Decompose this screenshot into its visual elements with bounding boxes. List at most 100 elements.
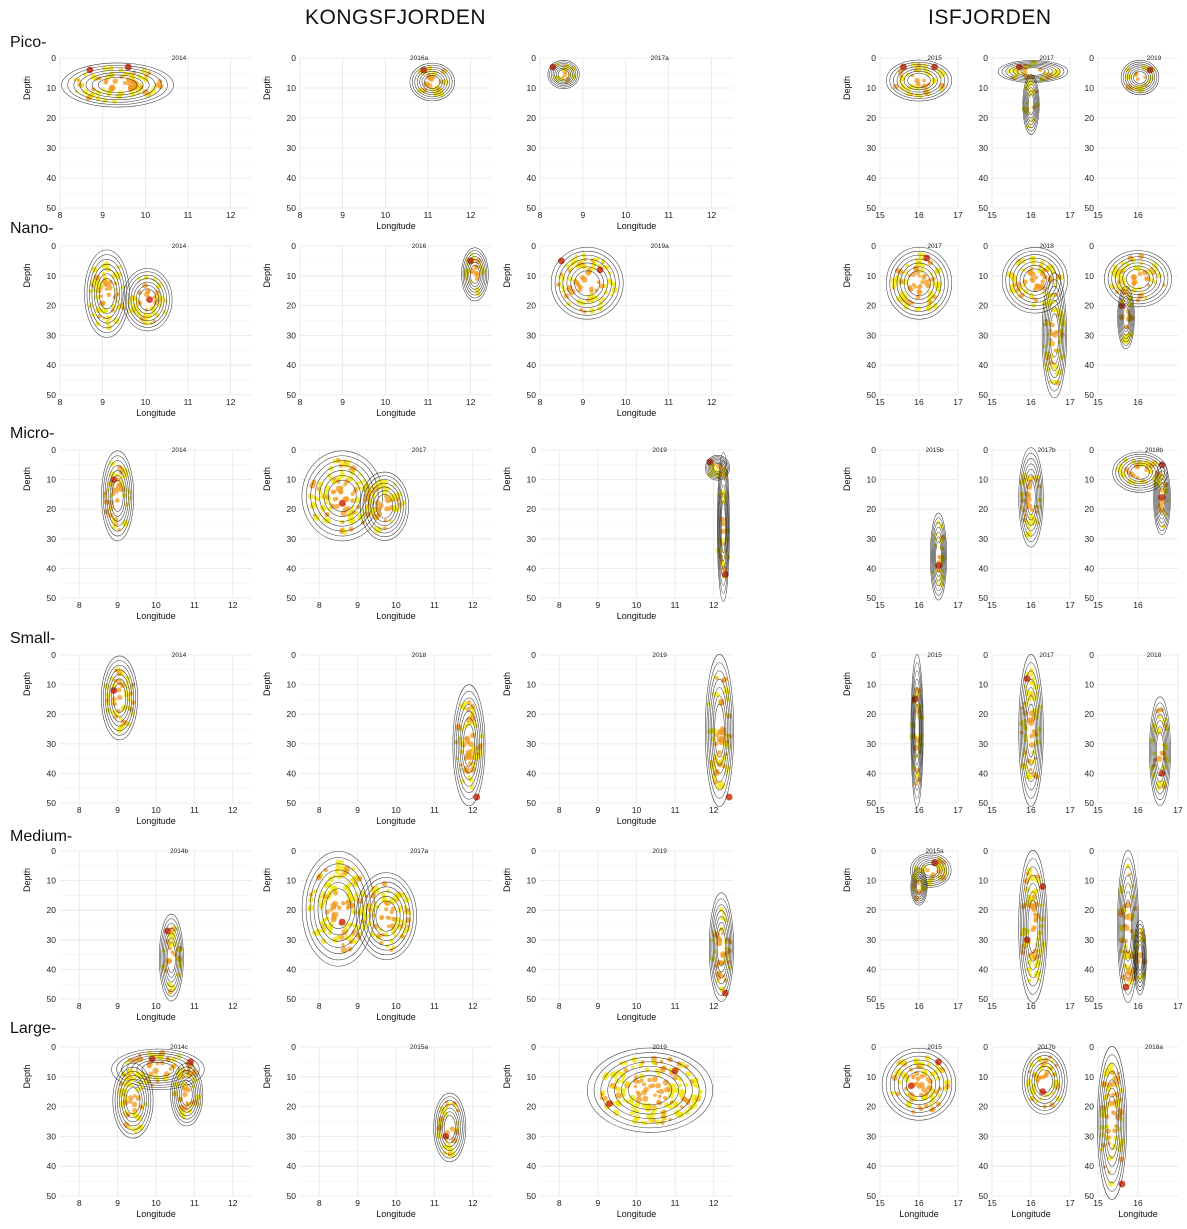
y-tick-label: 30 xyxy=(867,739,877,749)
data-point xyxy=(1022,69,1028,75)
x-tick-label: 15 xyxy=(875,1001,885,1011)
hotspot-point xyxy=(146,296,154,304)
y-tick-label: 30 xyxy=(867,935,877,945)
y-tick-label: 10 xyxy=(287,1072,297,1082)
y-tick-label: 30 xyxy=(47,1131,57,1141)
y-axis-title: Depth xyxy=(502,263,512,287)
x-tick-label: 15 xyxy=(1093,210,1103,220)
x-tick-label: 12 xyxy=(468,1198,478,1208)
data-point xyxy=(1029,255,1036,263)
data-point xyxy=(359,907,365,913)
data-point xyxy=(649,1116,654,1122)
data-point xyxy=(466,700,472,705)
density-contour xyxy=(79,69,156,101)
data-point xyxy=(595,257,600,262)
data-point xyxy=(124,501,130,507)
data-point xyxy=(1030,927,1036,932)
density-contour xyxy=(566,262,608,304)
data-point xyxy=(918,93,923,99)
y-tick-label: 20 xyxy=(979,113,989,123)
y-tick-label: 30 xyxy=(47,330,57,340)
density-contour xyxy=(421,73,443,91)
data-point xyxy=(170,950,175,955)
data-point xyxy=(1031,302,1036,308)
data-point xyxy=(1006,271,1013,278)
density-contour xyxy=(896,258,942,308)
data-point xyxy=(442,78,449,86)
x-tick-label: 9 xyxy=(355,1001,360,1011)
y-tick-label: 20 xyxy=(979,301,989,311)
y-tick-label: 0 xyxy=(871,241,876,251)
data-point xyxy=(556,282,561,287)
y-tick-label: 50 xyxy=(867,203,877,213)
data-point xyxy=(635,1090,640,1095)
x-tick-label: 17 xyxy=(1065,600,1075,610)
data-point xyxy=(1060,313,1065,318)
hotspot-point xyxy=(124,63,132,71)
y-tick-label: 50 xyxy=(287,203,297,213)
y-axis-title: Depth xyxy=(262,868,272,892)
data-point xyxy=(582,309,587,314)
hotspot-point xyxy=(1039,1088,1047,1096)
y-axis-title: Depth xyxy=(262,263,272,287)
data-point xyxy=(94,321,100,327)
y-tick-label: 50 xyxy=(47,1191,57,1201)
x-tick-label: 9 xyxy=(596,600,601,610)
data-point xyxy=(428,65,433,70)
y-tick-label: 0 xyxy=(871,1042,876,1052)
density-contour xyxy=(554,250,620,316)
y-tick-label: 30 xyxy=(527,330,537,340)
y-tick-label: 10 xyxy=(979,680,989,690)
panel-year-label: 2015a xyxy=(926,848,944,855)
x-tick-label: 9 xyxy=(115,805,120,815)
y-tick-label: 40 xyxy=(979,768,989,778)
x-tick-label: 10 xyxy=(632,1198,642,1208)
panel-26: 0 10 20 30 40 50 8 9 10 11 12 Longitude Depth 2017a xyxy=(262,846,492,1022)
x-tick-label: 8 xyxy=(317,1001,322,1011)
data-point xyxy=(122,80,127,85)
density-contour xyxy=(412,64,453,100)
panel-year-label: 2017 xyxy=(412,447,427,454)
data-point xyxy=(339,485,344,490)
panel-7: 0 10 20 30 40 508 9 10 11 12 Longitude Depth 2014 xyxy=(22,241,252,418)
y-tick-label: 30 xyxy=(1085,330,1095,340)
density-contour xyxy=(91,74,144,96)
y-tick-label: 0 xyxy=(1089,241,1094,251)
data-point xyxy=(1040,944,1046,949)
x-tick-label: 10 xyxy=(632,805,642,815)
x-tick-label: 10 xyxy=(151,1198,161,1208)
x-tick-label: 17 xyxy=(1065,397,1075,407)
density-contour xyxy=(549,61,578,88)
data-point xyxy=(1101,1142,1107,1148)
panel-year-label: 2014b xyxy=(170,848,188,855)
y-axis-title: Depth xyxy=(22,76,32,100)
data-point xyxy=(1048,360,1054,366)
data-point xyxy=(921,1086,927,1093)
panel-21: 0 10 20 30 40 50 8 9 10 11 12 Longitude Depth 2019 xyxy=(502,650,734,826)
data-point xyxy=(1137,271,1143,277)
density-contour xyxy=(98,278,115,310)
data-point xyxy=(1148,74,1155,81)
density-contour xyxy=(557,69,570,80)
y-tick-label: 0 xyxy=(1089,1042,1094,1052)
y-tick-label: 40 xyxy=(867,964,877,974)
data-point xyxy=(470,732,476,739)
data-point xyxy=(106,284,113,291)
hotspot-point xyxy=(558,257,565,265)
data-point xyxy=(915,294,921,300)
y-tick-label: 10 xyxy=(287,83,297,93)
data-point xyxy=(616,1100,622,1105)
data-point xyxy=(417,87,424,94)
y-axis-title: Depth xyxy=(842,263,852,287)
x-tick-label: 9 xyxy=(596,1198,601,1208)
row-label-pico: Pico- xyxy=(10,34,47,51)
y-axis-title: Depth xyxy=(22,1064,32,1088)
y-axis-title: Depth xyxy=(22,263,32,287)
y-tick-label: 10 xyxy=(287,876,297,886)
y-tick-label: 20 xyxy=(867,905,877,915)
data-point xyxy=(155,1061,160,1066)
data-point xyxy=(1155,708,1161,714)
y-tick-label: 40 xyxy=(287,360,297,370)
